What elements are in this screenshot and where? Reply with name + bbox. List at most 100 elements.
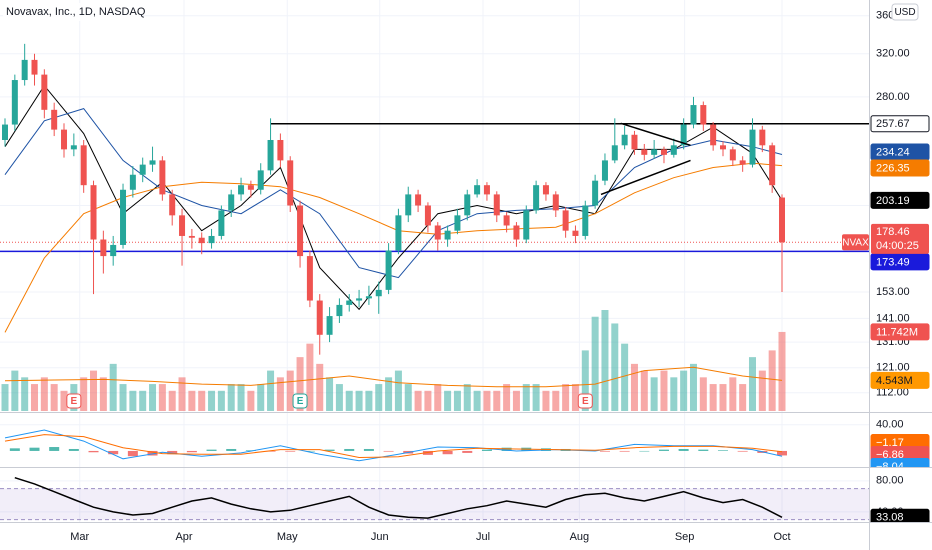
candle-body (670, 145, 677, 155)
volume-bar (385, 377, 393, 411)
candle-body (710, 124, 717, 146)
candle-body (346, 300, 353, 305)
volume-bar (581, 350, 589, 411)
price-label-text: −6.86 (876, 449, 904, 461)
volume-bar (50, 384, 58, 411)
candle-body (90, 185, 97, 240)
candle-body (592, 180, 599, 206)
price-label: 203.19 (870, 191, 930, 209)
candle-body (434, 225, 441, 240)
price-label-text: 33.08 (876, 512, 904, 524)
candle-body (424, 205, 431, 226)
volume-bar (414, 390, 422, 411)
price-label-text: 226.35 (876, 162, 910, 174)
candle-body (493, 194, 500, 216)
volume-bar (178, 377, 186, 411)
volume-bar (689, 363, 697, 411)
price-label: 257.67 (870, 115, 930, 133)
macd-histogram-bar (304, 450, 315, 452)
candle-body (169, 194, 176, 216)
volume-bar (680, 370, 688, 411)
candle-body (375, 289, 382, 297)
candle-body (139, 164, 146, 175)
candle-body (297, 205, 304, 257)
volume-bar (21, 377, 29, 411)
candle-body (365, 296, 372, 299)
countdown-text: 04:00:25 (876, 240, 919, 252)
earnings-badge (292, 393, 308, 409)
candle-body (474, 185, 481, 195)
candle-body (21, 59, 28, 81)
candle-body (513, 225, 520, 240)
candle-body (257, 170, 264, 190)
earnings-marker[interactable]: E (66, 393, 82, 409)
candle-body (483, 185, 490, 195)
volume-bar (40, 377, 48, 411)
currency-badge[interactable] (891, 3, 919, 21)
candle-body (621, 134, 628, 146)
volume-bar (699, 377, 707, 411)
macd-histogram-bar (678, 448, 689, 451)
volume-bar (621, 343, 629, 411)
volume-bar (532, 384, 540, 411)
price-label-text: 11.742M (876, 326, 918, 338)
candle-body (277, 139, 284, 161)
candle-body (690, 105, 697, 125)
volume-bar (463, 384, 471, 411)
macd-line (4, 429, 783, 462)
candle-body (316, 300, 323, 335)
price-label-box (870, 115, 930, 133)
candle-body (759, 129, 766, 146)
price-label: −8.04 (870, 457, 930, 467)
price-label: 234.24 (870, 143, 930, 161)
candle-body (729, 149, 736, 161)
volume-bar (217, 390, 225, 411)
candle-body (660, 149, 667, 155)
candle-body (306, 256, 313, 301)
candle-body (651, 149, 658, 155)
candle-body (523, 210, 530, 240)
macd-histogram-bar (777, 450, 787, 456)
candle-body (611, 145, 618, 161)
macd-histogram-bar (324, 449, 335, 451)
candle-body (267, 139, 274, 171)
candle-body (552, 194, 559, 211)
earnings-marker[interactable]: E (577, 393, 593, 409)
rsi-line (14, 476, 783, 519)
candle-body (80, 145, 87, 186)
candle-body (61, 129, 68, 150)
candle-body (31, 59, 38, 75)
macd-histogram-bar (481, 449, 492, 451)
earnings-marker[interactable]: E (292, 393, 308, 409)
price-label-text: 257.67 (876, 118, 910, 130)
volume-bar (640, 370, 648, 411)
price-label-text: 4.543M (876, 375, 913, 387)
candle-body (218, 210, 225, 236)
candle-body (326, 316, 333, 335)
volume-bar (571, 384, 579, 411)
macd-histogram-bar (49, 447, 60, 451)
volume-bar (257, 384, 265, 411)
volume-bar (227, 384, 235, 411)
y-tick-label: 141.00 (876, 312, 910, 324)
volume-bar (99, 377, 107, 411)
volume-bar (768, 350, 776, 411)
macd-histogram-bar (226, 448, 237, 451)
candle-body (336, 304, 343, 317)
volume-bar (591, 316, 599, 411)
macd-histogram-bar (9, 448, 20, 451)
volume-bar (198, 390, 206, 411)
candle-body (680, 124, 687, 146)
candle-body (188, 235, 195, 238)
volume-bar (237, 384, 245, 411)
candle-body (70, 145, 77, 150)
volume-bar (119, 384, 127, 411)
volume-bar (326, 377, 334, 411)
volume-bar (709, 384, 717, 411)
candle-body (572, 230, 579, 236)
candle-body (454, 215, 461, 231)
x-tick-label: Oct (773, 531, 790, 543)
x-tick-label: Aug (570, 531, 590, 543)
macd-histogram-bar (29, 447, 40, 451)
